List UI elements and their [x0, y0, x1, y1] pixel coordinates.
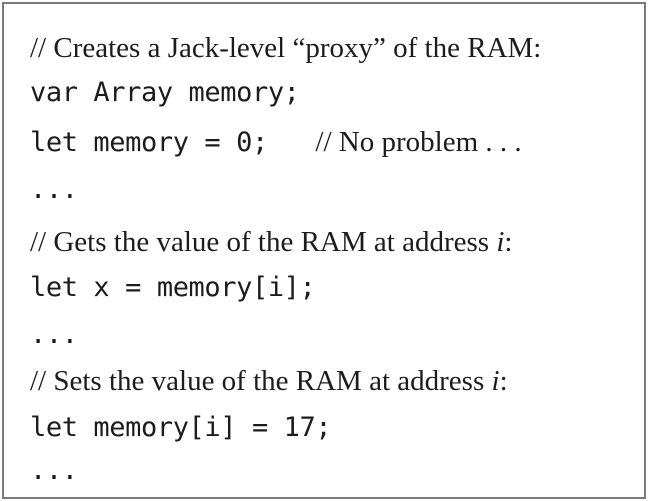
- comment-sets-value: // Sets the value of the RAM at address: [30, 365, 492, 397]
- comment-create-proxy: // Creates a Jack-level “proxy” of the R…: [30, 32, 542, 64]
- code-let-memory-zero-line: let memory = 0; // No problem . . .: [30, 128, 522, 157]
- comment-gets-value-line: // Gets the value of the RAM at address …: [30, 228, 512, 257]
- code-let-x: let x = memory[i];: [30, 272, 316, 303]
- ellipsis-3: ...: [30, 455, 78, 486]
- comment-no-problem: // No problem . . .: [315, 126, 522, 158]
- code-let-memory-zero: let memory = 0;: [30, 127, 268, 158]
- comment-gets-colon: :: [504, 226, 513, 258]
- ellipsis-2: ...: [30, 319, 78, 350]
- code-var-declaration: var Array memory;: [30, 77, 300, 108]
- comment-gets-value: // Gets the value of the RAM at address: [30, 226, 497, 258]
- code-let-memory-i: let memory[i] = 17;: [30, 412, 332, 443]
- comment-gets-var: i: [496, 226, 505, 258]
- comment-sets-var: i: [491, 365, 500, 397]
- comment-sets-colon: :: [499, 365, 508, 397]
- comment-sets-value-line: // Sets the value of the RAM at address …: [30, 367, 508, 396]
- ellipsis-1: ...: [30, 174, 78, 205]
